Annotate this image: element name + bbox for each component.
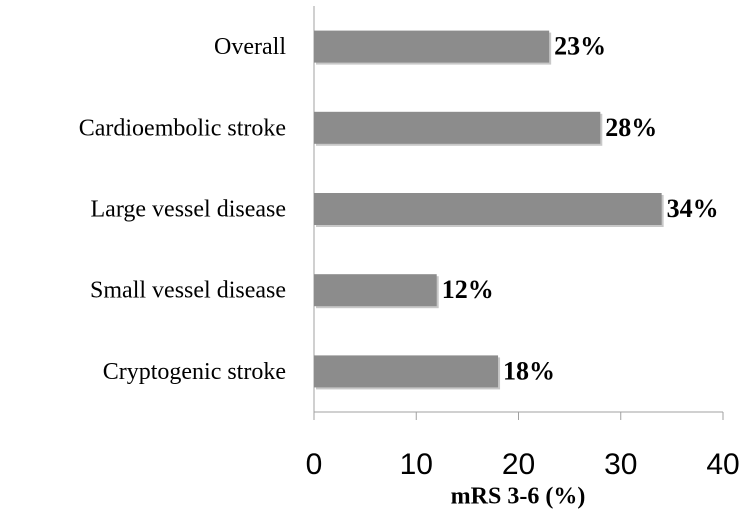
value-label: 34% — [667, 194, 719, 223]
y-tick-label: Large vessel disease — [91, 197, 286, 223]
bar — [314, 111, 601, 144]
value-label: 28% — [605, 113, 657, 142]
y-tick-label: Overall — [214, 34, 286, 60]
y-tick-label: Small vessel disease — [90, 278, 286, 304]
bar — [314, 355, 499, 388]
x-tick-label: 10 — [400, 448, 433, 481]
y-tick-label: Cardioembolic stroke — [79, 115, 286, 141]
bar — [314, 274, 437, 307]
value-label: 12% — [442, 275, 494, 304]
bar — [314, 193, 662, 225]
x-tick-label: 40 — [706, 448, 739, 481]
x-tick-label: 0 — [306, 448, 323, 481]
bar — [314, 30, 550, 63]
x-axis-label: mRS 3-6 (%) — [451, 484, 586, 510]
x-tick-label: 20 — [502, 448, 535, 481]
value-label: 18% — [503, 356, 555, 385]
y-tick-label: Cryptogenic stroke — [103, 359, 286, 385]
x-tick-label: 30 — [604, 448, 637, 481]
value-label: 23% — [554, 32, 606, 61]
